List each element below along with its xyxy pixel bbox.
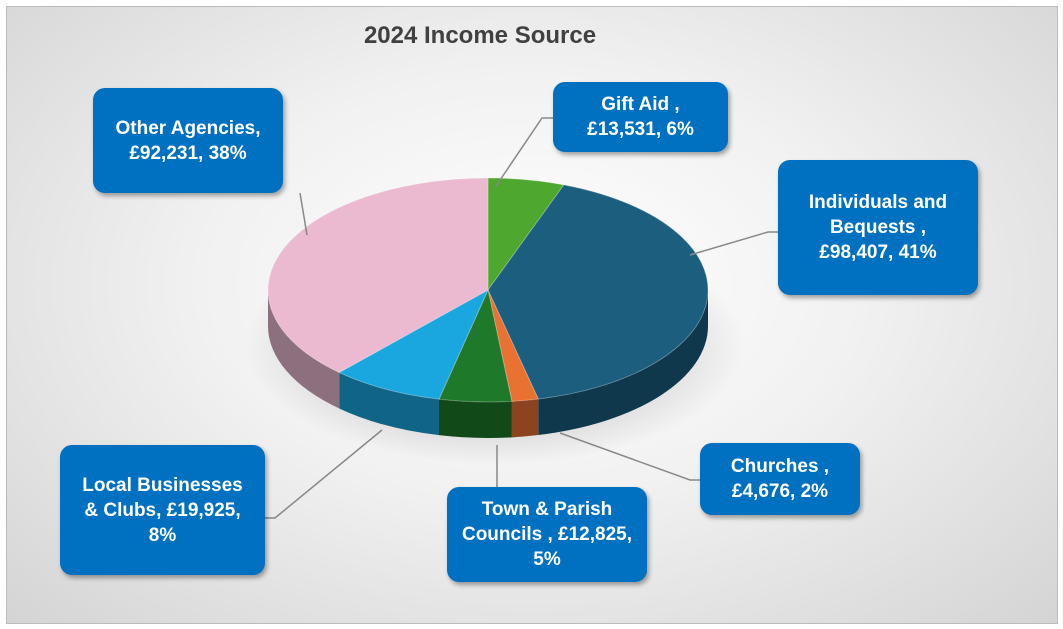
slice <box>487 184 709 400</box>
leader-line <box>495 117 553 187</box>
leader-lines <box>265 117 778 519</box>
slice-side <box>511 399 539 438</box>
slice-side <box>438 399 512 438</box>
slice <box>338 288 490 400</box>
chart-title: 2024 Income Source <box>363 22 597 49</box>
data-label: Gift Aid , £13,531, 6% <box>553 82 728 152</box>
leader-line <box>559 432 700 481</box>
slice-side <box>268 290 340 409</box>
leader-line <box>299 192 308 236</box>
slice <box>487 289 539 402</box>
data-label: Churches , £4,676, 2% <box>700 443 860 515</box>
slice <box>438 288 513 403</box>
slice <box>487 177 565 292</box>
data-label: Town & Parish Councils , £12,825, 5% <box>447 487 647 582</box>
data-label: Individuals and Bequests , £98,407, 41% <box>778 160 978 295</box>
slice-side <box>538 290 708 436</box>
data-label: Other Agencies, £92,231, 38% <box>93 88 283 193</box>
leader-line <box>265 429 383 519</box>
data-label: Local Businesses & Clubs, £19,925, 8% <box>60 445 265 575</box>
leader-line <box>689 231 778 256</box>
slice-side <box>339 372 439 436</box>
pie-sides <box>268 290 708 438</box>
pie-tops <box>267 177 709 403</box>
slice <box>267 177 489 374</box>
